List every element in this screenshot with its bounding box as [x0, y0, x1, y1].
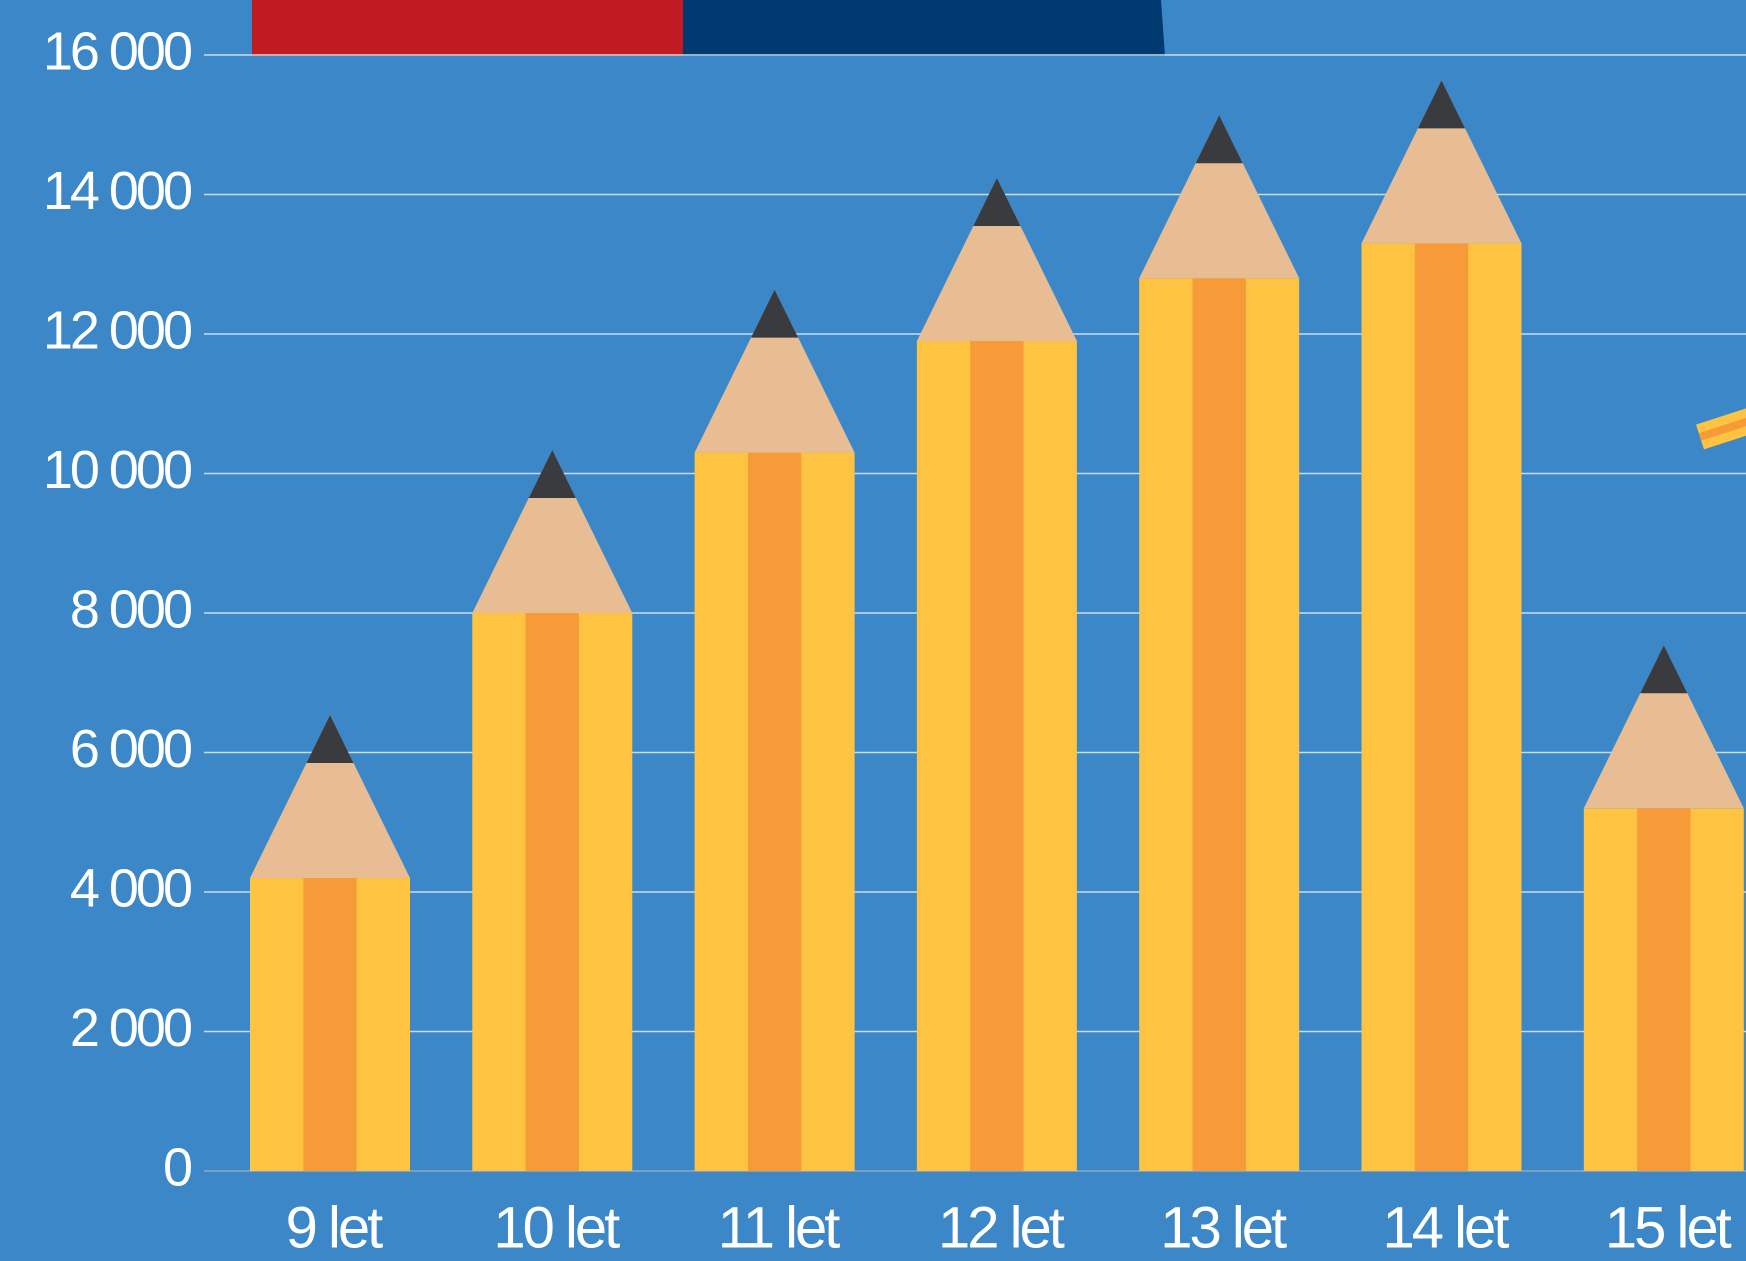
x-tick-label: 12 let — [938, 1195, 1065, 1260]
x-tick-label: 9 let — [286, 1195, 384, 1260]
pencil-stripe — [1193, 278, 1246, 1171]
y-tick-label: 4 000 — [70, 858, 191, 918]
chart: 0 2 000 4 000 6 000 8 000 10 000 12 000 14 000 1… — [0, 0, 1746, 1261]
y-tick-label: 12 000 — [43, 300, 191, 360]
x-tick-label: 15 let — [1605, 1195, 1732, 1260]
x-tick-label: 14 let — [1383, 1195, 1510, 1260]
decoration-blue — [683, 0, 1165, 56]
pencil — [695, 290, 855, 1171]
x-tick-label: 13 let — [1160, 1195, 1287, 1260]
pencil-stripe — [303, 878, 356, 1171]
pencil-stripe — [1415, 243, 1468, 1171]
pencil — [1362, 80, 1522, 1171]
x-tick-label: 11 let — [718, 1195, 840, 1260]
y-tick-label: 8 000 — [70, 579, 191, 639]
x-tick-label: 10 let — [493, 1195, 620, 1260]
pencil — [917, 178, 1077, 1171]
decoration-red — [252, 0, 684, 56]
y-tick-label: 14 000 — [43, 161, 191, 221]
pencil-stripe — [748, 453, 801, 1171]
y-tick-label: 0 — [163, 1137, 191, 1197]
y-tick-label: 2 000 — [70, 998, 191, 1058]
page: 0 2 000 4 000 6 000 8 000 10 000 12 000 14 000 1… — [0, 0, 1746, 1261]
y-tick-label: 10 000 — [43, 440, 191, 500]
pencil-stripe — [970, 341, 1023, 1171]
y-tick-label: 16 000 — [43, 21, 191, 81]
pencil — [1139, 115, 1299, 1171]
y-tick-label: 6 000 — [70, 719, 191, 779]
pencil-stripe — [1637, 808, 1690, 1171]
pencil-stripe — [526, 613, 579, 1171]
